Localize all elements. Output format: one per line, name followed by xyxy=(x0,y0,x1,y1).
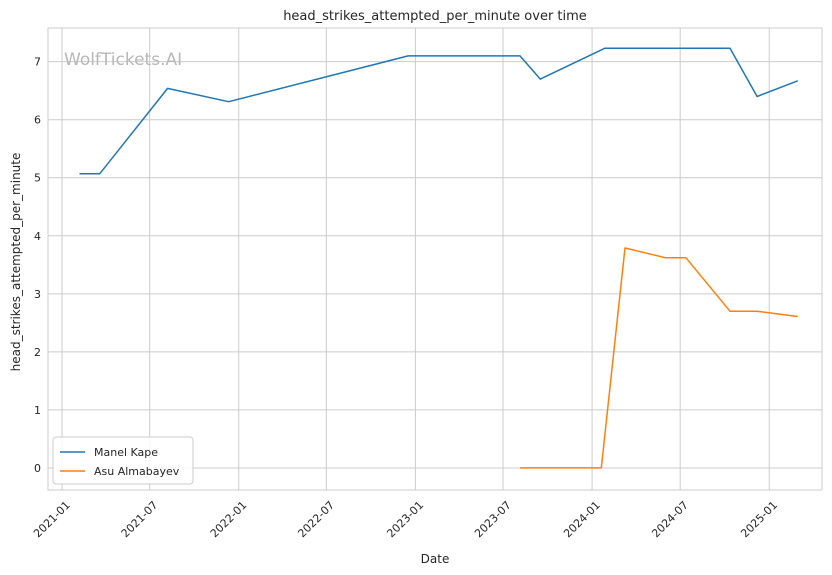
data-point-manel-kape xyxy=(406,53,411,58)
data-point-manel-kape xyxy=(97,171,102,176)
x-tick-label: 2024-01 xyxy=(561,499,603,541)
data-point-asu-almabayev xyxy=(683,255,688,260)
y-tick-label: 7 xyxy=(34,56,41,69)
legend-label-asu-almabayev: Asu Almabayev xyxy=(94,465,180,478)
plot-frame xyxy=(47,27,823,491)
y-tick-label: 5 xyxy=(34,172,41,185)
x-tick-label: 2021-07 xyxy=(119,499,161,541)
x-tick-label: 2024-07 xyxy=(649,499,691,541)
data-point-manel-kape xyxy=(77,171,82,176)
data-point-asu-almabayev xyxy=(755,309,760,314)
data-point-asu-almabayev xyxy=(622,245,627,250)
data-point-asu-almabayev xyxy=(795,314,800,319)
data-point-asu-almabayev xyxy=(517,465,522,470)
x-tick-label: 2022-01 xyxy=(208,499,250,541)
legend-box xyxy=(52,436,194,485)
x-tick-label: 2021-01 xyxy=(31,499,73,541)
data-point-manel-kape xyxy=(226,99,231,104)
data-point-manel-kape xyxy=(517,53,522,58)
data-point-manel-kape xyxy=(538,77,543,82)
data-point-manel-kape xyxy=(795,78,800,83)
y-axis-label: head_strikes_attempted_per_minute xyxy=(9,153,23,372)
data-point-manel-kape xyxy=(755,94,760,99)
data-point-asu-almabayev xyxy=(599,465,604,470)
data-point-manel-kape xyxy=(728,46,733,51)
x-axis-label: Date xyxy=(421,552,450,566)
x-tick-label: 2022-07 xyxy=(295,499,337,541)
watermark: WolfTickets.AI xyxy=(64,50,182,70)
legend: Manel Kape Asu Almabayev xyxy=(52,436,194,485)
y-tick-label: 0 xyxy=(34,462,41,475)
series-line-asu-almabayev xyxy=(520,247,798,469)
x-tick-label: 2025-01 xyxy=(738,499,780,541)
data-point-manel-kape xyxy=(602,46,607,51)
data-point-asu-almabayev xyxy=(728,309,733,314)
data-point-manel-kape xyxy=(165,86,170,91)
y-tick-label: 1 xyxy=(34,404,41,417)
series-line-manel-kape xyxy=(79,47,799,175)
y-tick-label: 4 xyxy=(34,230,41,243)
x-tick-label: 2023-01 xyxy=(384,499,426,541)
grid-layer xyxy=(48,28,822,490)
series-layer xyxy=(77,46,800,470)
y-tick-label: 2 xyxy=(34,346,41,359)
data-point-asu-almabayev xyxy=(663,255,668,260)
x-tick-label: 2023-07 xyxy=(472,499,514,541)
y-tick-label: 3 xyxy=(34,288,41,301)
legend-label-manel-kape: Manel Kape xyxy=(94,446,158,459)
chart-title: head_strikes_attempted_per_minute over t… xyxy=(283,9,587,24)
y-tick-label: 6 xyxy=(34,114,41,127)
